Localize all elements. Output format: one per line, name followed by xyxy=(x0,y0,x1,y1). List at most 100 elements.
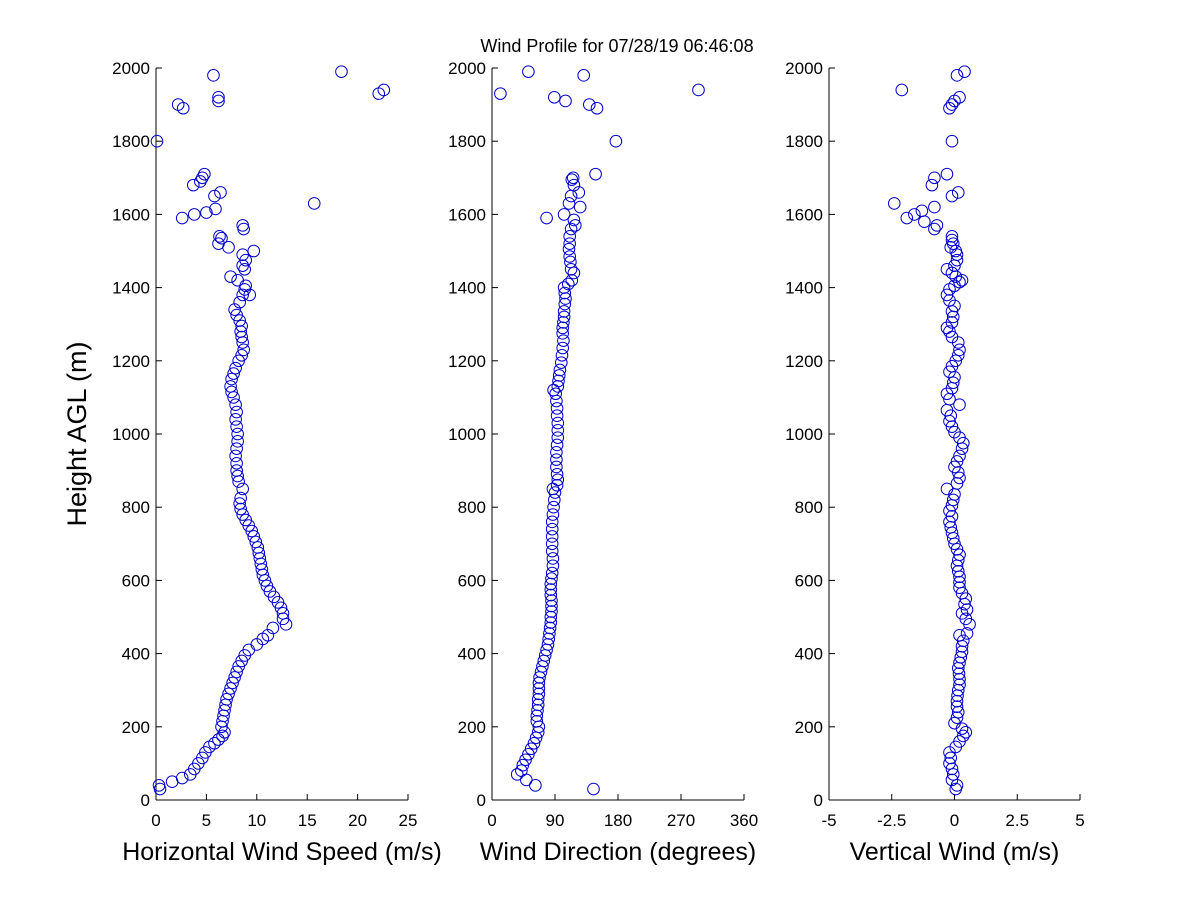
y-tick-label: 1800 xyxy=(448,132,486,151)
data-point xyxy=(234,491,247,505)
panel-3: 0 200 400 600 800 1000 1200 1400 1600 1800 2000 -5 -… xyxy=(785,59,1085,866)
data-point xyxy=(546,552,560,565)
data-point xyxy=(569,219,582,232)
data-point xyxy=(228,303,241,316)
data-point xyxy=(951,564,965,578)
data-point xyxy=(215,231,228,245)
y-tick-label: 1400 xyxy=(448,279,486,298)
data-point xyxy=(557,208,571,221)
data-point xyxy=(895,83,909,97)
data-point xyxy=(609,134,623,148)
data-point xyxy=(212,90,225,104)
data-point xyxy=(226,676,239,690)
data-point xyxy=(545,522,559,536)
x-axis-label: Horizontal Wind Speed (m/s) xyxy=(122,838,442,866)
data-point xyxy=(948,425,961,439)
data-point xyxy=(230,308,243,322)
data-point xyxy=(209,202,222,216)
data-point xyxy=(577,69,591,82)
data-point xyxy=(540,211,553,225)
data-point xyxy=(532,687,546,701)
data-point xyxy=(950,700,964,713)
data-point xyxy=(198,167,211,181)
data-point xyxy=(556,327,570,340)
y-tick-label: 1600 xyxy=(112,205,150,224)
data-point xyxy=(236,288,249,302)
data-point xyxy=(572,186,586,199)
data-point xyxy=(945,773,959,787)
y-tick-label: 1000 xyxy=(448,425,486,444)
data-point xyxy=(544,588,558,602)
data-point xyxy=(953,678,966,692)
data-point xyxy=(552,369,566,382)
data-point xyxy=(953,581,966,595)
data-point xyxy=(928,171,941,185)
data-point xyxy=(235,319,248,333)
x-axis-label: Wind Direction (degrees) xyxy=(480,838,757,866)
data-point xyxy=(229,398,242,412)
data-point xyxy=(555,356,568,369)
data-point xyxy=(940,167,954,181)
data-point xyxy=(550,478,564,492)
data-point xyxy=(234,502,247,516)
y-tick-label: 1400 xyxy=(785,279,823,298)
data-point xyxy=(551,416,565,430)
data-point xyxy=(377,83,391,97)
data-point xyxy=(959,725,973,739)
data-point xyxy=(307,197,321,210)
data-point xyxy=(551,424,565,437)
data-point xyxy=(510,768,524,781)
data-point xyxy=(236,482,249,496)
data-point xyxy=(238,263,252,276)
data-point xyxy=(950,542,964,556)
data-point xyxy=(940,482,954,496)
data-point xyxy=(945,510,959,523)
data-point xyxy=(532,682,546,695)
data-point xyxy=(531,704,544,717)
data-point xyxy=(955,273,969,287)
data-point xyxy=(555,349,569,362)
data-point xyxy=(546,559,560,573)
data-point xyxy=(940,288,954,302)
data-point xyxy=(943,757,956,770)
data-point xyxy=(207,69,220,82)
data-point xyxy=(233,295,246,309)
y-tick-label: 2000 xyxy=(448,59,486,78)
y-tick-label: 2000 xyxy=(112,59,150,78)
data-point xyxy=(214,186,227,199)
data-point xyxy=(200,206,213,219)
x-tick-label: 180 xyxy=(604,811,632,830)
data-point xyxy=(231,427,244,441)
data-point xyxy=(950,711,964,724)
y-tick-label: 0 xyxy=(141,791,150,810)
data-point xyxy=(951,186,965,199)
data-point xyxy=(188,208,201,221)
data-point xyxy=(692,83,705,97)
data-point xyxy=(551,431,565,444)
x-tick-label: 2.5 xyxy=(1005,811,1029,830)
data-point xyxy=(587,782,600,796)
data-point xyxy=(260,579,274,593)
data-point xyxy=(567,178,581,192)
data-point xyxy=(224,682,237,695)
data-point xyxy=(562,277,575,291)
y-tick-label: 800 xyxy=(795,498,823,517)
data-point xyxy=(225,372,238,386)
data-point xyxy=(948,460,961,474)
y-tick-label: 600 xyxy=(458,571,486,590)
data-point xyxy=(943,325,956,338)
data-point xyxy=(194,175,207,188)
x-tick-label: 15 xyxy=(298,811,317,830)
data-point xyxy=(953,449,966,463)
data-point xyxy=(930,219,944,232)
data-point xyxy=(945,316,959,329)
data-point xyxy=(545,544,559,558)
data-point xyxy=(564,222,578,236)
data-point xyxy=(494,87,507,100)
x-tick-label: -5 xyxy=(821,811,836,830)
data-point xyxy=(227,367,240,380)
y-axis-label: Height AGL (m) xyxy=(62,341,92,526)
data-point xyxy=(950,253,964,267)
data-point xyxy=(557,281,571,294)
